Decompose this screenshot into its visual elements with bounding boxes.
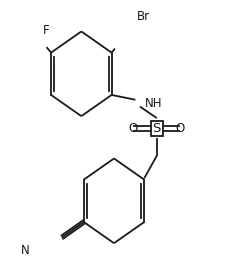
Text: NH: NH [144, 97, 161, 110]
Text: S: S [152, 122, 160, 135]
Text: O: O [175, 122, 184, 135]
Text: N: N [21, 243, 29, 256]
Text: F: F [43, 23, 49, 37]
Text: Br: Br [136, 10, 149, 23]
Text: O: O [128, 122, 137, 135]
Bar [150, 121, 162, 136]
